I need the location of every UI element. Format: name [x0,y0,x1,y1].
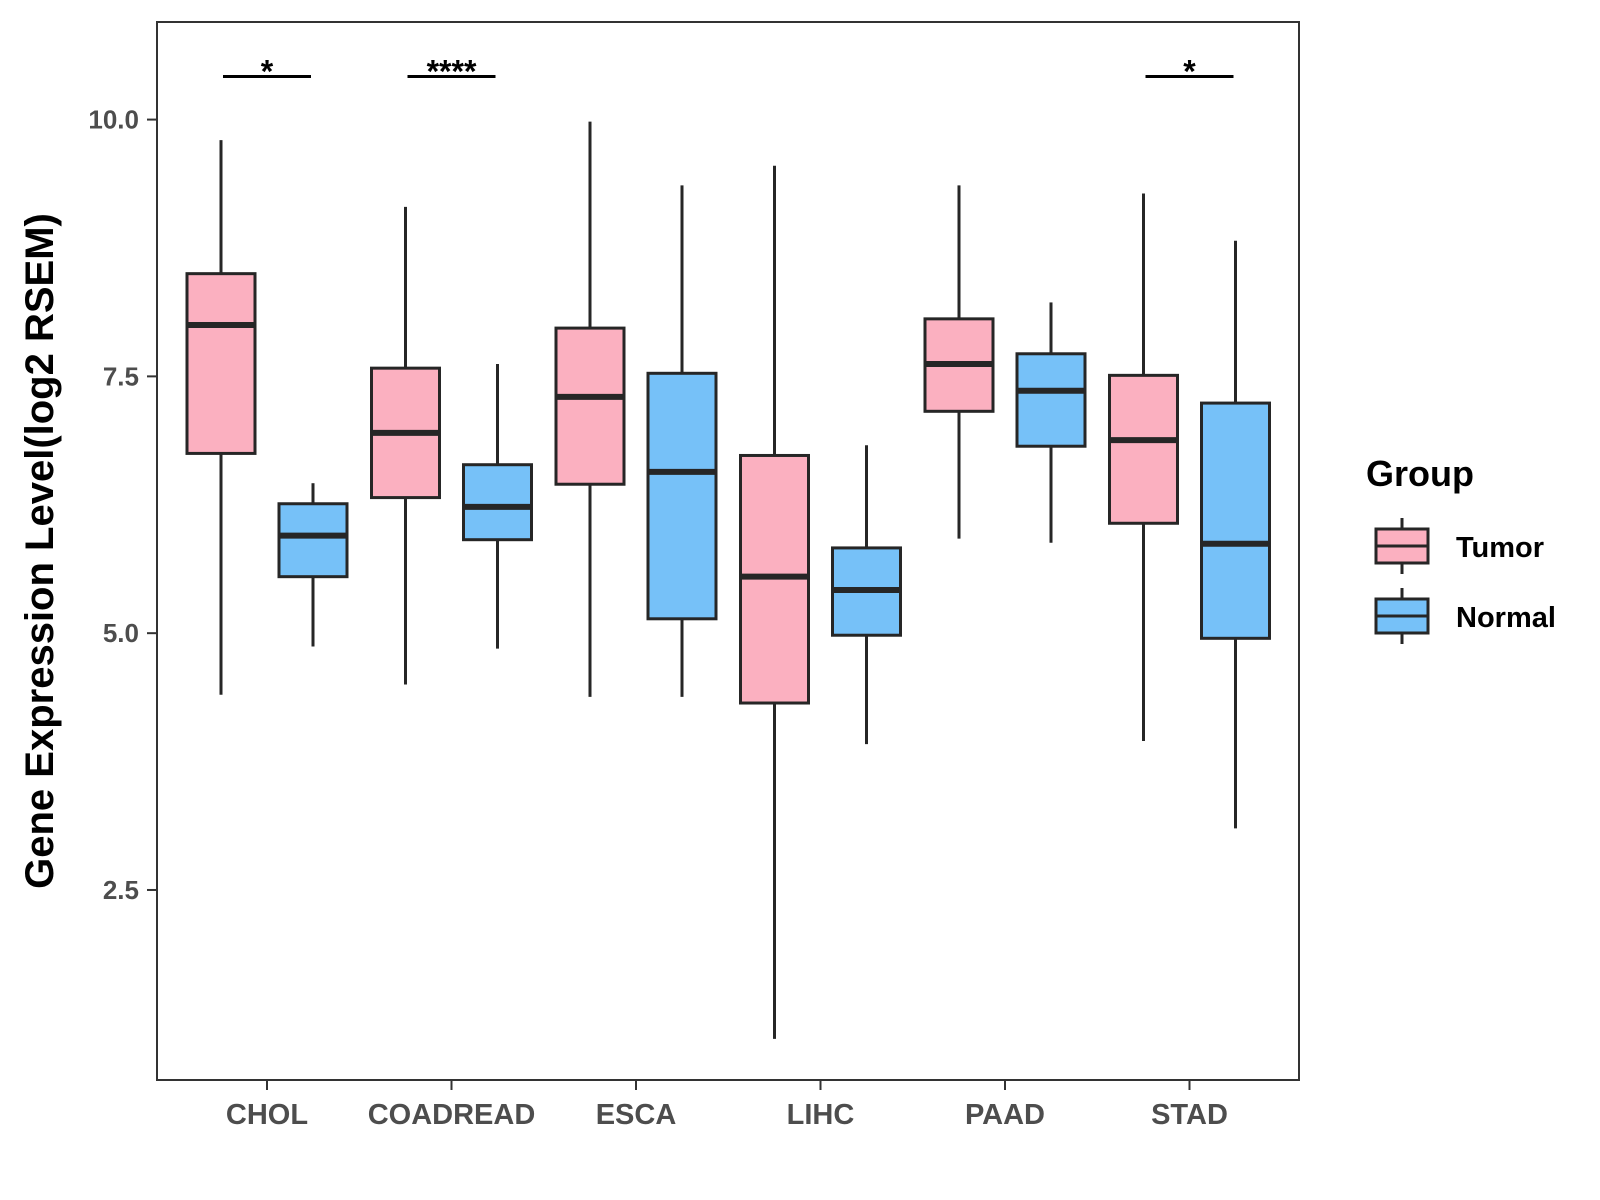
significance-coadread: **** [407,53,496,89]
y-tick-label: 7.5 [103,361,139,391]
box-iqr [462,463,533,542]
legend-entry-normal: Normal [1374,588,1556,644]
x-tick-label: ESCA [596,1099,677,1131]
box-iqr [185,272,257,455]
significance-chol: * [223,53,311,89]
significance-stad: * [1145,53,1234,89]
box-normal-esca [646,185,718,697]
box-normal-coadread [462,364,533,649]
box-tumor-paad [923,185,995,539]
significance-label: **** [427,53,477,89]
x-tick-label: COADREAD [368,1099,536,1131]
box-tumor-stad [1108,193,1179,742]
x-tick-label: LIHC [787,1099,855,1131]
legend: Group Tumor Normal [1366,453,1556,644]
y-tick-label: 10.0 [88,105,139,135]
x-tick-label: CHOL [226,1099,308,1131]
significance-annotations: * **** * [223,53,1234,89]
box-iqr [646,371,718,621]
legend-title: Group [1366,453,1474,494]
series-normal [277,185,1271,829]
box-normal-paad [1015,302,1087,543]
box-iqr [1108,373,1179,525]
legend-label: Tumor [1456,532,1544,564]
box-normal-stad [1200,240,1271,829]
box-normal-lihc [831,445,902,745]
box-iqr [1015,352,1087,448]
x-axis: CHOL COADREAD ESCA LIHC PAAD STAD [226,1080,1228,1131]
y-axis-title: Gene Expression Level(log2 RSEM) [18,213,62,889]
box-normal-chol [277,483,349,647]
box-tumor-coadread [370,206,441,685]
box-series-group [185,121,1271,1039]
significance-label: * [261,53,274,89]
box-iqr [1200,401,1271,640]
x-tick-label: STAD [1151,1099,1228,1131]
y-tick-label: 2.5 [103,875,139,905]
box-iqr [554,326,626,486]
y-tick-label: 5.0 [103,618,139,648]
box-tumor-chol [185,140,257,695]
box-tumor-lihc [739,165,810,1039]
significance-label: * [1183,53,1196,89]
series-tumor [185,121,1179,1039]
x-tick-label: PAAD [965,1099,1045,1131]
legend-entry-tumor: Tumor [1374,518,1544,574]
box-tumor-esca [554,121,626,697]
y-axis: 2.5 5.0 7.5 10.0 [88,105,157,905]
box-iqr [277,502,349,579]
legend-label: Normal [1456,602,1556,634]
